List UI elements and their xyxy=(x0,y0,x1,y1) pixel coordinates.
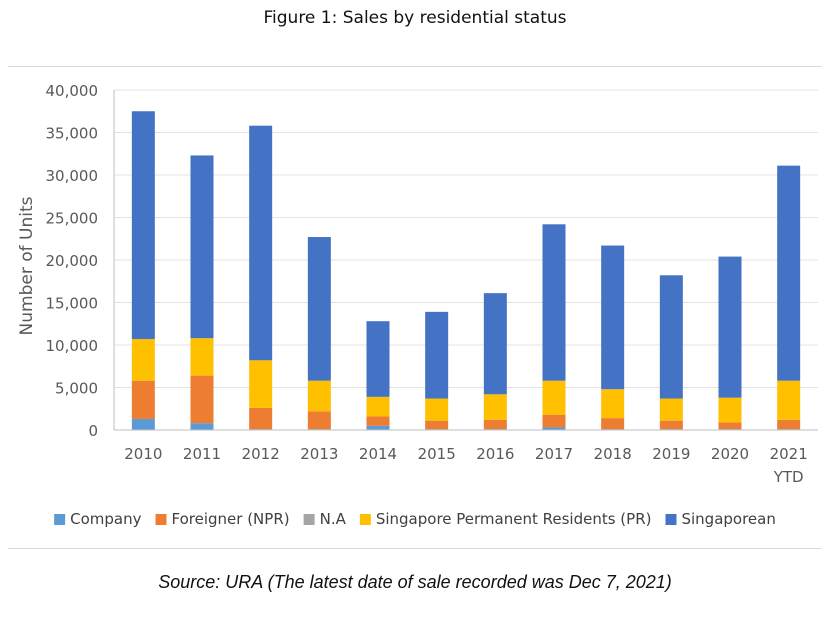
x-tick-label: 2020 xyxy=(711,445,749,463)
axes xyxy=(113,90,818,431)
source-note: Source: URA (The latest date of sale rec… xyxy=(158,572,672,592)
legend-label: Singaporean xyxy=(681,510,775,528)
bar-segment xyxy=(307,380,331,412)
bar-segment xyxy=(307,411,331,430)
x-tick-label: 2011 xyxy=(183,445,221,463)
x-tick-labels: 2010 2011 2012 2013 2014 2015 2016 2017 2018 2019… xyxy=(124,445,808,486)
legend-swatch xyxy=(54,514,66,525)
bar-segment xyxy=(483,419,507,430)
legend-swatch xyxy=(303,514,315,525)
y-tick-label: 10,000 xyxy=(46,337,99,355)
bar-segment xyxy=(601,389,625,419)
bar-segment xyxy=(659,275,683,399)
y-tick-label: 5,000 xyxy=(55,380,98,398)
x-tick-label: 2015 xyxy=(418,445,456,463)
x-tick-label: 2019 xyxy=(652,445,690,463)
bar-segment xyxy=(542,414,566,428)
bar-segment xyxy=(249,407,273,430)
bar-segment xyxy=(542,224,566,381)
figure-title: Figure 1: Sales by residential status xyxy=(263,8,567,28)
bar-segment xyxy=(249,360,273,408)
bar-segment xyxy=(307,237,331,381)
bar-segment xyxy=(366,396,390,417)
y-tick-label: 30,000 xyxy=(46,167,99,185)
gridlines xyxy=(114,89,818,388)
bar-segment xyxy=(542,427,566,430)
legend-label: Company xyxy=(70,510,141,528)
y-tick-label: 35,000 xyxy=(46,125,99,143)
x-tick-label: 2018 xyxy=(594,445,632,463)
bar-segment xyxy=(659,420,683,430)
bar-segment xyxy=(131,418,155,430)
legend-swatch xyxy=(155,514,167,525)
x-tick-label: 2021 xyxy=(770,445,808,463)
x-tick-label: 2010 xyxy=(124,445,162,463)
x-tick-label: YTD xyxy=(773,468,804,486)
legend-swatch xyxy=(359,514,371,525)
x-tick-label: 2017 xyxy=(535,445,573,463)
y-tick-labels: 0 5,000 10,000 15,000 20,000 25,000 30,000 35,0… xyxy=(46,82,99,440)
bar-stacks xyxy=(131,111,801,430)
legend-swatch xyxy=(665,514,677,525)
bar-segment xyxy=(190,423,214,430)
bar-segment xyxy=(131,339,155,381)
bottom-divider xyxy=(8,548,822,549)
bar-segment xyxy=(131,111,155,340)
bar-segment xyxy=(425,311,449,399)
bar-segment xyxy=(425,420,449,430)
bar-segment xyxy=(718,422,742,430)
bar-segment xyxy=(601,418,625,430)
y-tick-label: 0 xyxy=(88,422,98,440)
top-divider xyxy=(8,66,822,67)
bar-segment xyxy=(131,380,155,419)
y-tick-label: 15,000 xyxy=(46,295,99,313)
bar-segment xyxy=(659,398,683,421)
bar-segment xyxy=(601,245,625,390)
bar-segment xyxy=(542,380,566,415)
bar-segment xyxy=(190,375,214,424)
bar-segment xyxy=(777,419,801,430)
bar-segment xyxy=(366,321,390,397)
legend: Company Foreigner (NPR) N.A Singapore Perma… xyxy=(54,510,776,528)
bar-segment xyxy=(425,398,449,421)
y-axis-label: Number of Units xyxy=(17,196,37,335)
bar-segment xyxy=(249,125,273,361)
legend-label: N.A xyxy=(320,510,347,528)
x-tick-label: 2014 xyxy=(359,445,397,463)
x-tick-label: 2013 xyxy=(300,445,338,463)
bar-segment xyxy=(483,394,507,420)
bar-segment xyxy=(718,397,742,423)
bar-segment xyxy=(190,338,214,376)
legend-label: Foreigner (NPR) xyxy=(172,510,290,528)
y-tick-label: 25,000 xyxy=(46,210,99,228)
bar-segment xyxy=(718,256,742,398)
x-tick-label: 2012 xyxy=(242,445,280,463)
legend-label: Singapore Permanent Residents (PR) xyxy=(376,510,652,528)
bar-segment xyxy=(366,425,390,430)
bar-segment xyxy=(777,165,801,381)
y-tick-label: 20,000 xyxy=(46,252,99,270)
bar-segment xyxy=(366,416,390,426)
x-tick-label: 2016 xyxy=(476,445,514,463)
y-tick-label: 40,000 xyxy=(46,82,99,100)
bar-segment xyxy=(190,155,214,339)
bar-segment xyxy=(483,293,507,395)
sales-stacked-bar-chart: 0 5,000 10,000 15,000 20,000 25,000 30,000 35,0… xyxy=(17,82,818,528)
bar-segment xyxy=(777,380,801,420)
